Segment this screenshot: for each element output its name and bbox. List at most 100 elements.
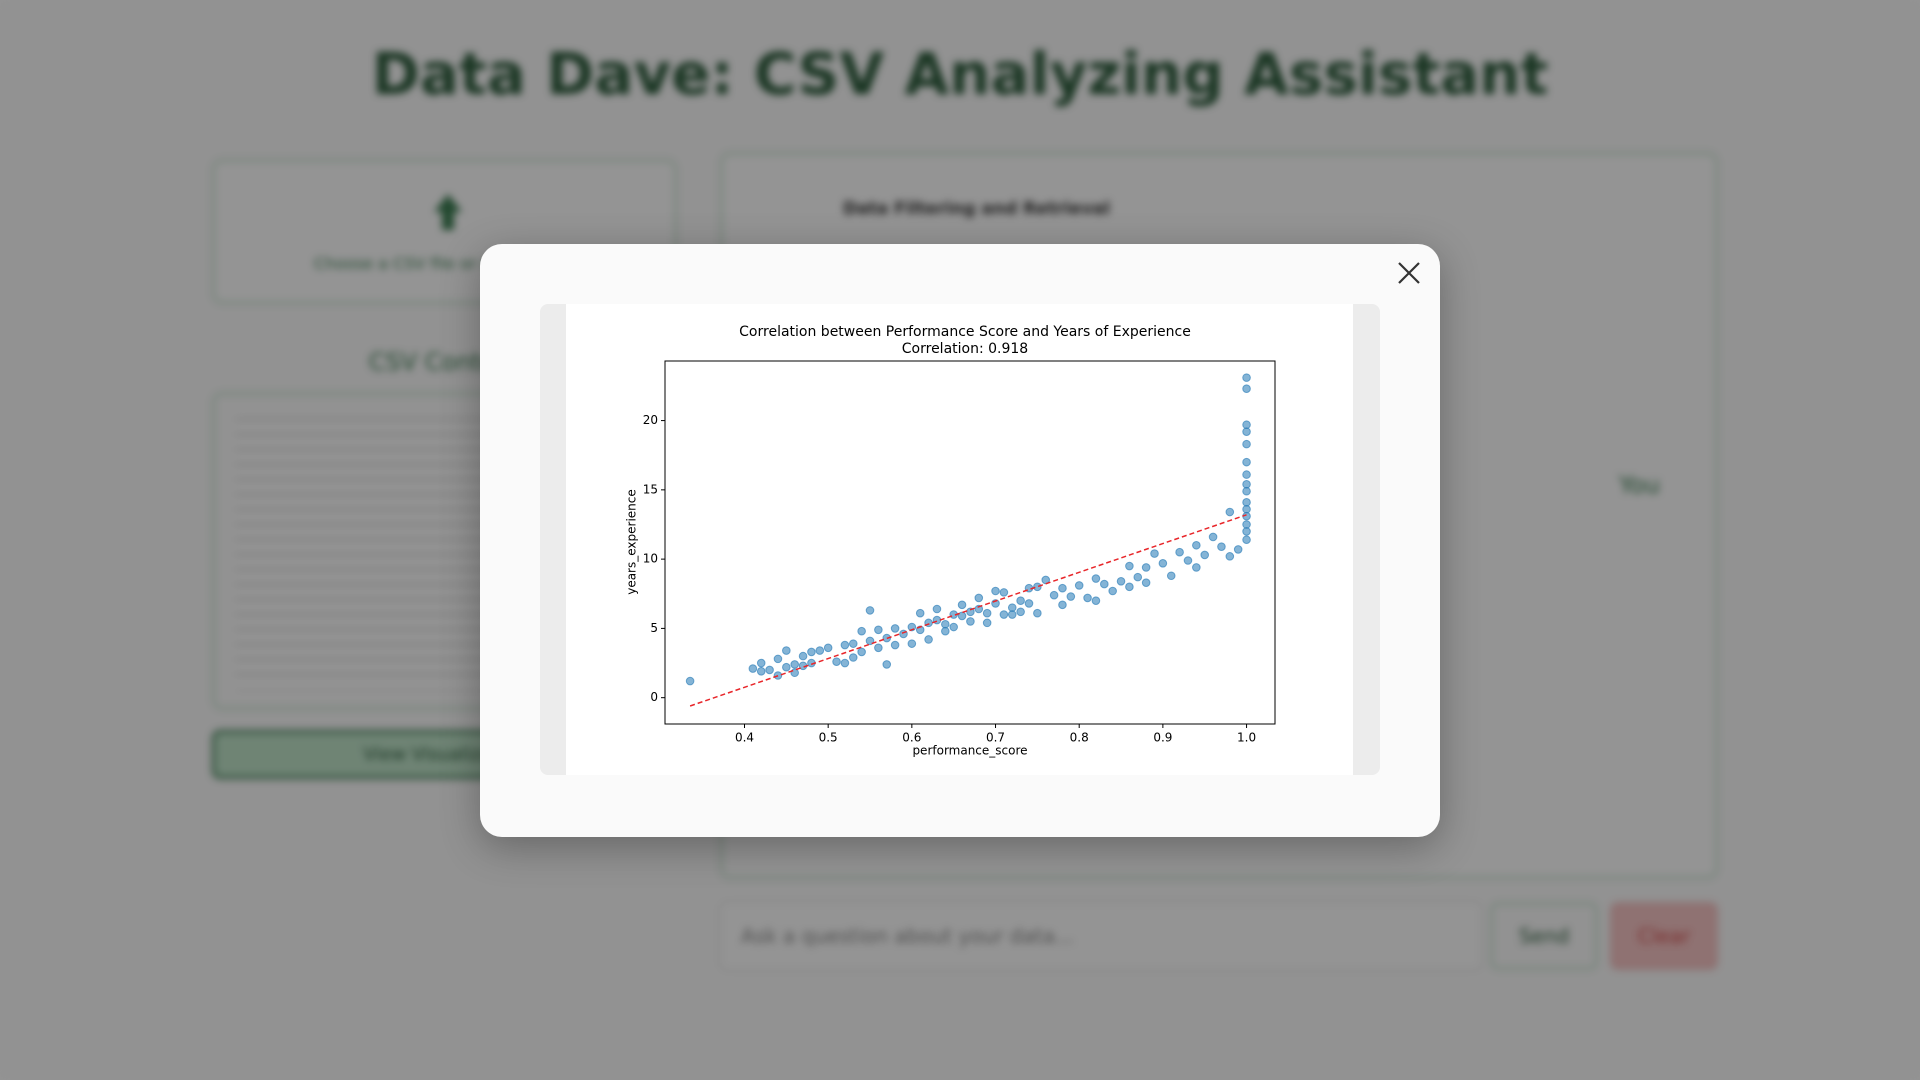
point — [1083, 593, 1092, 603]
point — [982, 618, 992, 628]
y-tick-label: 15 — [643, 482, 658, 496]
point — [874, 625, 883, 635]
point — [848, 639, 858, 648]
point — [1007, 610, 1017, 619]
point — [790, 660, 799, 669]
point — [1033, 582, 1042, 592]
y-tick-label: 0 — [650, 690, 658, 704]
point — [1125, 561, 1134, 571]
point — [915, 608, 925, 618]
point — [957, 600, 967, 610]
point — [941, 626, 950, 636]
point — [1242, 420, 1251, 430]
x-tick-label: 0.6 — [902, 731, 921, 745]
point — [890, 640, 900, 650]
x-tick-label: 0.5 — [819, 731, 838, 745]
point — [1242, 373, 1251, 382]
point — [1074, 581, 1084, 590]
y-tick-label: 20 — [643, 413, 658, 427]
chat-input[interactable]: Ask a question about your data... — [720, 902, 1482, 970]
point — [1058, 583, 1067, 593]
point — [773, 654, 783, 664]
point — [1192, 563, 1201, 572]
point — [798, 651, 808, 661]
x-tick-label: 1.0 — [1237, 731, 1256, 745]
point — [1166, 571, 1176, 581]
point — [1100, 579, 1109, 589]
point — [1024, 599, 1034, 608]
point — [1033, 608, 1042, 618]
point — [1016, 596, 1025, 605]
point — [1242, 480, 1251, 489]
point — [1158, 558, 1168, 568]
chart-title: Correlation between Performance Score an… — [739, 324, 1191, 340]
point — [756, 658, 766, 668]
send-button[interactable]: Send — [1490, 902, 1598, 970]
upload-icon — [434, 194, 462, 230]
trend-line — [689, 514, 1247, 707]
point — [1233, 545, 1243, 554]
point — [1225, 507, 1235, 517]
point — [949, 622, 958, 632]
point — [782, 646, 791, 655]
point — [1200, 550, 1210, 560]
point — [974, 604, 984, 614]
point — [840, 640, 850, 650]
topic: Data Filtering and Retrieval — [843, 199, 1110, 219]
point — [1242, 439, 1251, 449]
point — [1116, 576, 1126, 586]
point — [1091, 574, 1101, 583]
point — [782, 662, 791, 672]
point — [823, 643, 833, 653]
point — [1108, 586, 1117, 596]
point — [974, 593, 984, 603]
point — [1242, 498, 1251, 507]
point — [832, 657, 841, 666]
x-tick-label: 0.9 — [1153, 731, 1172, 745]
point — [865, 606, 875, 615]
point — [966, 617, 975, 626]
point — [1183, 556, 1193, 565]
point — [807, 647, 816, 657]
point — [1049, 590, 1059, 600]
app-title: Data Dave: CSV Analyzing Assistant — [371, 40, 1549, 108]
point — [765, 665, 774, 675]
point — [1175, 547, 1184, 557]
x-tick-label: 0.7 — [986, 731, 1005, 745]
point — [1150, 549, 1159, 558]
clear-button[interactable]: Clear — [1610, 902, 1718, 970]
user-label: You — [1618, 471, 1660, 499]
point — [882, 660, 892, 669]
point — [999, 610, 1009, 619]
point — [932, 604, 942, 614]
point — [991, 586, 1000, 596]
chart: Correlation between Performance Score an… — [566, 304, 1353, 775]
y-axis-label: years_experience — [625, 489, 639, 595]
chart-subtitle: Correlation: 0.918 — [902, 341, 1028, 357]
point — [1016, 607, 1025, 617]
point — [1125, 582, 1134, 592]
point — [848, 653, 858, 662]
point — [857, 647, 866, 657]
point — [924, 635, 933, 644]
point — [756, 667, 766, 676]
x-axis-label: performance_score — [912, 744, 1027, 758]
y-tick-label: 5 — [650, 621, 658, 635]
close-button[interactable] — [1396, 260, 1422, 286]
x-tick-label: 0.8 — [1070, 731, 1089, 745]
point — [907, 639, 917, 648]
point — [685, 676, 695, 686]
point — [1141, 578, 1151, 587]
point — [966, 607, 975, 617]
point — [1192, 540, 1201, 550]
point — [890, 624, 900, 633]
point — [1242, 535, 1251, 545]
point — [999, 588, 1009, 597]
point — [1141, 563, 1151, 572]
point — [1242, 520, 1251, 529]
point — [1225, 552, 1235, 561]
x-tick-label: 0.4 — [735, 731, 754, 745]
plot-frame — [664, 360, 1276, 725]
point — [874, 643, 883, 653]
point — [1217, 542, 1226, 551]
